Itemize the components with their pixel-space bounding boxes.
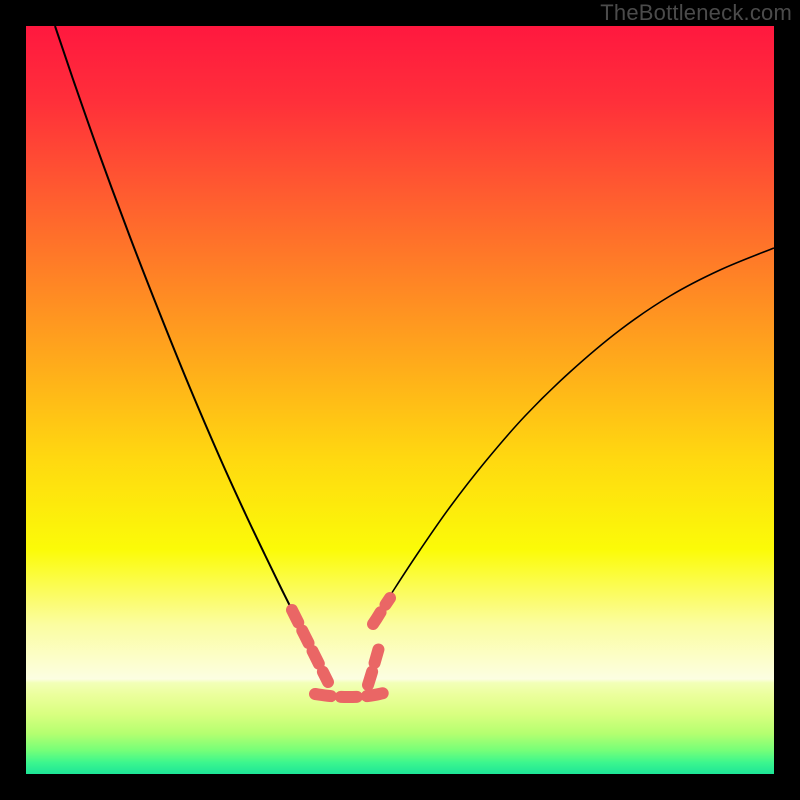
highlight-segment-right-lower (368, 644, 380, 685)
watermark-text: TheBottleneck.com (600, 0, 792, 26)
chart-outer-frame: TheBottleneck.com (0, 0, 800, 800)
curve-right-ascending (375, 248, 774, 620)
curve-left-descending (55, 26, 297, 620)
chart-curves-layer (0, 0, 800, 800)
highlight-segment-left (292, 610, 328, 682)
highlight-segment-bottom (315, 693, 384, 697)
highlight-segment-right-upper (373, 598, 390, 624)
